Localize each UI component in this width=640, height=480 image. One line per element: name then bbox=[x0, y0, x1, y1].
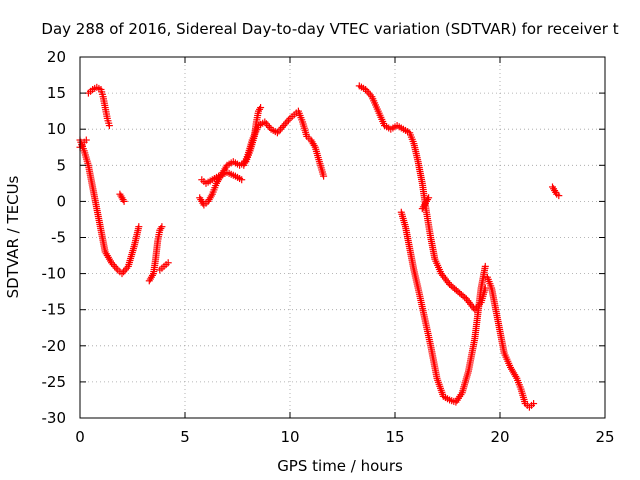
data-point bbox=[164, 259, 172, 267]
data-point bbox=[135, 223, 143, 231]
y-tick-label: 5 bbox=[56, 156, 66, 174]
data-point bbox=[284, 116, 292, 124]
data-point bbox=[82, 136, 90, 144]
data-point bbox=[275, 127, 283, 135]
x-tick-label: 20 bbox=[490, 428, 509, 446]
data-point bbox=[120, 268, 128, 276]
x-tick-label: 15 bbox=[385, 428, 404, 446]
x-tick-label: 25 bbox=[595, 428, 614, 446]
data-point bbox=[257, 104, 265, 112]
data-point bbox=[112, 264, 120, 272]
data-points bbox=[76, 82, 563, 411]
y-tick-label: -25 bbox=[42, 373, 67, 391]
data-point bbox=[530, 400, 538, 408]
y-tick-label: -10 bbox=[42, 265, 67, 283]
data-point bbox=[158, 223, 166, 231]
y-axis-label: SDTVAR / TECUs bbox=[4, 175, 22, 298]
y-tick-label: -15 bbox=[42, 301, 67, 319]
data-point bbox=[262, 120, 270, 128]
data-point bbox=[256, 105, 264, 113]
y-tick-label: -5 bbox=[51, 229, 66, 247]
data-point bbox=[278, 123, 286, 131]
y-tick-label: 15 bbox=[47, 84, 66, 102]
data-point bbox=[280, 122, 288, 130]
x-tick-label: 5 bbox=[180, 428, 190, 446]
chart-title: Day 288 of 2016, Sidereal Day-to-day VTE… bbox=[41, 20, 618, 38]
y-tick-label: 0 bbox=[56, 192, 66, 210]
data-point bbox=[283, 118, 291, 126]
y-tick-label: 20 bbox=[47, 48, 66, 66]
data-point bbox=[425, 194, 433, 202]
data-point bbox=[481, 262, 489, 270]
data-point bbox=[365, 89, 373, 97]
x-axis-label: GPS time / hours bbox=[277, 457, 403, 475]
data-point bbox=[281, 120, 289, 128]
y-axis-ticks: -30 -25 -20 -15 -10 -5 0 5 10 15 20 bbox=[42, 48, 605, 427]
data-point bbox=[120, 197, 128, 205]
data-point bbox=[555, 192, 563, 200]
x-axis-ticks: 0 5 10 15 20 25 bbox=[75, 57, 615, 446]
y-tick-label: 10 bbox=[47, 120, 66, 138]
data-point bbox=[105, 122, 113, 130]
data-point bbox=[320, 172, 328, 180]
data-point bbox=[111, 262, 119, 270]
y-tick-label: -30 bbox=[42, 409, 67, 427]
y-tick-label: -20 bbox=[42, 337, 67, 355]
data-point bbox=[121, 266, 129, 274]
data-point bbox=[238, 176, 246, 184]
x-tick-label: 0 bbox=[75, 428, 85, 446]
data-point bbox=[157, 224, 165, 232]
x-tick-label: 10 bbox=[280, 428, 299, 446]
data-point bbox=[461, 293, 469, 301]
